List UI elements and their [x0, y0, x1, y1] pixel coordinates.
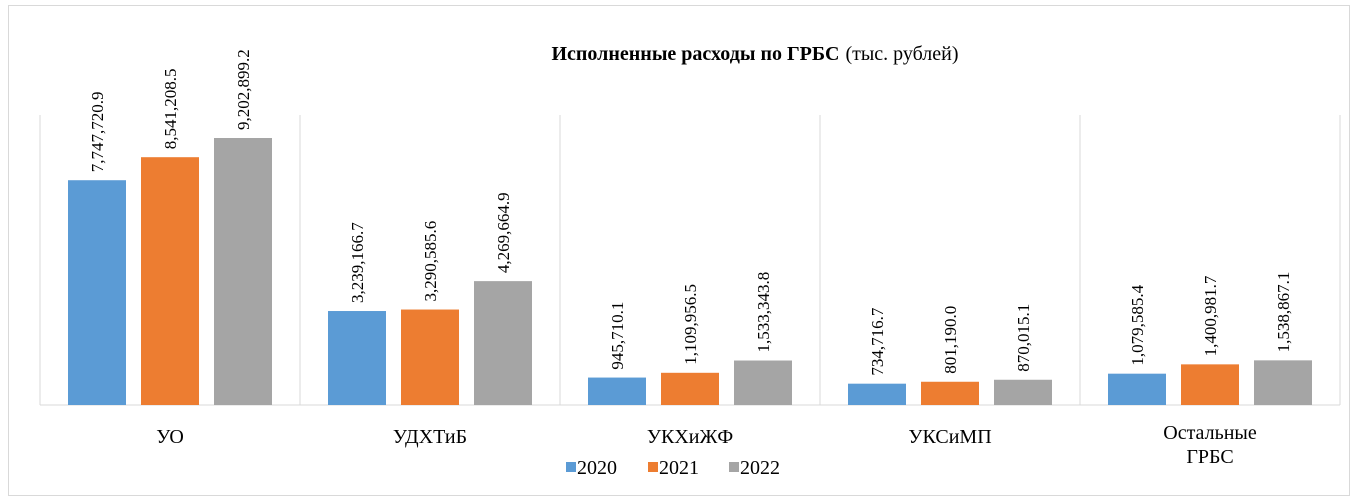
bar	[141, 157, 199, 405]
bar	[214, 138, 272, 405]
legend-label: 2021	[659, 457, 699, 479]
legend-label: 2022	[740, 457, 780, 479]
legend-label: 2020	[577, 457, 617, 479]
data-label: 8,541,208.5	[161, 68, 180, 149]
data-label: 870,015.1	[1014, 304, 1033, 372]
bar	[994, 379, 1052, 405]
bar	[474, 281, 532, 405]
data-label: 1,533,343.8	[754, 272, 773, 353]
data-label: 734,716.7	[868, 307, 887, 376]
x-tick-label: УКСиМП	[908, 426, 991, 448]
data-label: 1,109,956.5	[681, 284, 700, 365]
data-label: 801,190.0	[941, 306, 960, 374]
data-label: 945,710.1	[608, 302, 627, 370]
bar	[1254, 360, 1312, 405]
x-tick-label: УДХТиБ	[393, 426, 467, 448]
bar	[921, 381, 979, 405]
data-label: 9,202,899.2	[234, 49, 253, 130]
x-tick-label: УО	[156, 426, 184, 448]
bar	[1181, 364, 1239, 405]
bar	[661, 372, 719, 405]
legend-swatch	[566, 462, 576, 472]
x-tick-label-line: Остальные	[1163, 422, 1257, 444]
x-tick-label: УКХиЖФ	[647, 426, 733, 448]
chart-title-group: Исполненные расходы по ГРБС (тыс. рублей)	[551, 43, 958, 65]
x-tick-label: Остальные ГРБС	[1163, 422, 1257, 468]
data-label: 3,239,166.7	[348, 222, 367, 303]
data-label: 1,538,867.1	[1274, 272, 1293, 353]
bar	[848, 383, 906, 405]
chart-title: Исполненные расходы по ГРБС	[551, 43, 839, 65]
data-label: 1,079,585.4	[1128, 284, 1147, 365]
chart-subtitle: (тыс. рублей)	[845, 43, 958, 65]
bar	[734, 360, 792, 405]
chart-frame	[8, 5, 1350, 496]
x-tick-label-line: ГРБС	[1186, 446, 1233, 468]
data-label: 4,269,664.9	[494, 192, 513, 273]
bar	[328, 311, 386, 405]
bar	[1108, 373, 1166, 405]
data-label: 7,747,720.9	[88, 91, 107, 172]
bar	[68, 180, 126, 405]
bar	[588, 377, 646, 405]
legend-swatch	[648, 462, 658, 472]
bar	[401, 309, 459, 405]
legend-swatch	[729, 462, 739, 472]
data-label: 1,400,981.7	[1201, 275, 1220, 356]
data-label: 3,290,585.6	[421, 221, 440, 302]
